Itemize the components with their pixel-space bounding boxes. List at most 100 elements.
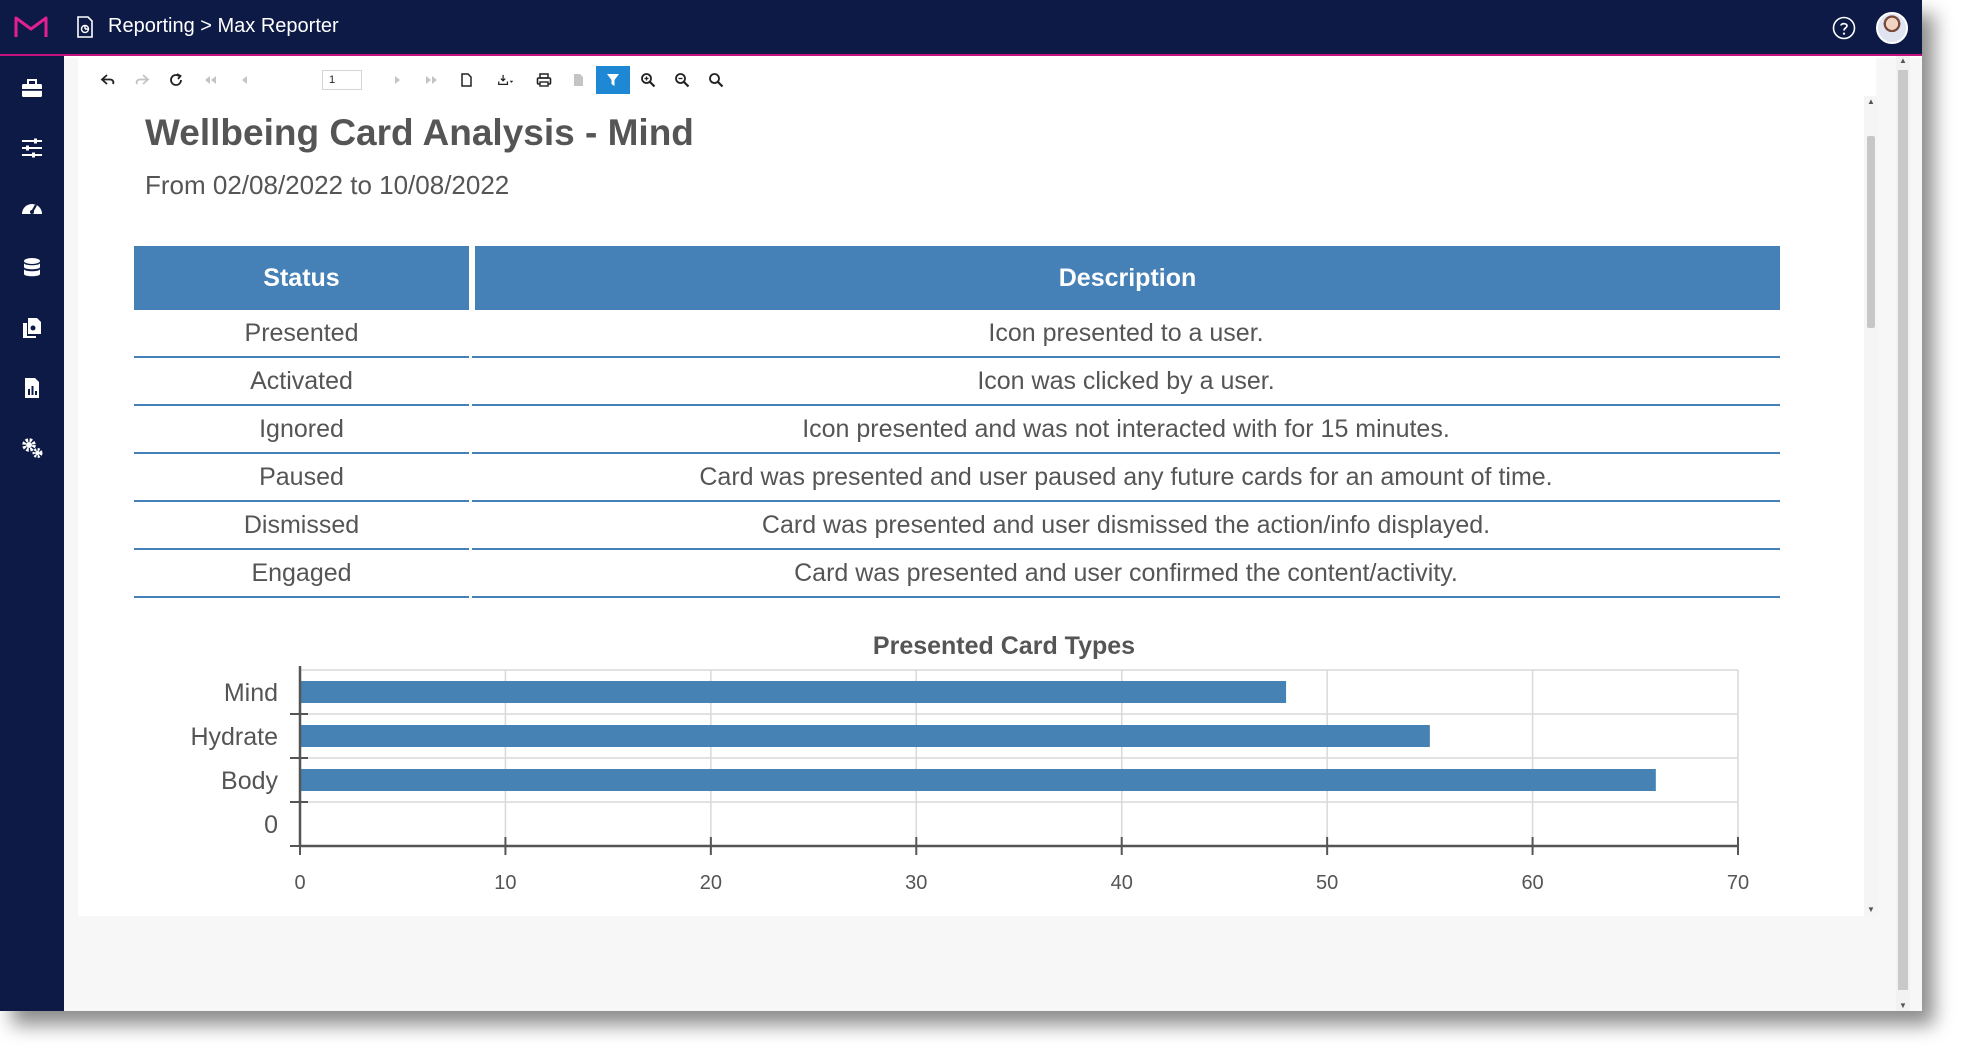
forward-button[interactable] [126,66,158,94]
export-dropdown-button[interactable] [486,66,526,94]
description-cell: Icon presented and was not interacted wi… [472,406,1780,454]
status-table: Status Description Presented Icon presen… [134,246,1780,598]
description-cell: Card was presented and user confirmed th… [472,550,1780,598]
report-scrollbar[interactable]: ▲ ▼ [1864,96,1878,916]
document-map-button[interactable] [562,66,594,94]
filter-icon [607,74,619,86]
category-label: 0 [264,811,278,839]
sidebar-item-dashboard[interactable] [0,186,64,230]
table-row: Activated Icon was clicked by a user. [134,358,1780,406]
next-page-icon [395,76,400,84]
scroll-down-arrow[interactable]: ▼ [1867,905,1875,914]
sidebar-item-database[interactable] [0,246,64,290]
top-bar: Reporting > Max Reporter [0,0,1922,56]
x-tick-label: 20 [700,872,722,894]
category-label: Mind [224,679,278,707]
first-page-icon [205,76,216,84]
description-column-header: Description [475,246,1780,310]
zoom-out-icon [675,73,690,88]
x-tick-label: 50 [1316,872,1338,894]
zoom-out-button[interactable] [666,66,698,94]
refresh-icon [170,73,182,86]
x-tick-label: 60 [1521,872,1543,894]
help-icon[interactable] [1832,16,1856,40]
chart-title: Presented Card Types [873,632,1135,660]
sidebar-item-documents[interactable] [0,306,64,350]
description-cell: Card was presented and user paused any f… [472,454,1780,502]
x-tick-label: 40 [1111,872,1133,894]
description-cell: Icon presented to a user. [472,310,1780,358]
scroll-up-arrow[interactable]: ▲ [1867,97,1875,106]
database-icon [24,258,40,277]
x-tick-label: 0 [294,872,305,894]
report-icon [25,378,39,398]
table-row: Dismissed Card was presented and user di… [134,502,1780,550]
x-tick-label: 10 [494,872,516,894]
sidebar-item-filters[interactable] [0,126,64,170]
documents-icon [23,318,41,338]
printer-icon [536,73,552,87]
status-cell: Presented [134,310,469,358]
sidebar-item-toolbox[interactable] [0,66,64,110]
page-scroll-down-arrow[interactable]: ▼ [1899,1001,1907,1010]
status-cell: Activated [134,358,469,406]
max-logo-icon[interactable] [14,15,48,39]
print-layout-button[interactable] [450,66,482,94]
report-title: Wellbeing Card Analysis - Mind [145,112,694,153]
scrollbar-thumb[interactable] [1867,136,1875,328]
content-panel: 1 [64,58,1922,1011]
report-document-icon [77,16,93,38]
user-avatar[interactable] [1876,12,1908,44]
document-map-icon [574,74,583,86]
back-arrow-icon [100,74,115,85]
status-cell: Ignored [134,406,469,454]
print-button[interactable] [528,66,560,94]
zoom-in-icon [641,73,656,88]
status-cell: Engaged [134,550,469,598]
table-row: Paused Card was presented and user pause… [134,454,1780,502]
next-page-button[interactable] [382,66,414,94]
table-row: Presented Icon presented to a user. [134,310,1780,358]
report-toolbar: 1 [92,64,992,96]
search-icon [709,73,724,88]
last-page-icon [426,76,437,84]
x-tick-label: 70 [1727,872,1749,894]
refresh-button[interactable] [160,66,192,94]
status-cell: Dismissed [134,502,469,550]
x-tick-label: 30 [905,872,927,894]
table-row: Ignored Icon presented and was not inter… [134,406,1780,454]
presented-card-types-chart: Presented Card Types Mind Hydrate Body 0 0 10 2… [190,632,1749,894]
breadcrumb: Reporting > Max Reporter [108,15,339,37]
zoom-in-button[interactable] [632,66,664,94]
description-cell: Icon was clicked by a user. [472,358,1780,406]
page-scroll-up-arrow[interactable]: ▲ [1899,56,1907,65]
previous-page-icon [242,76,247,84]
dashboard-gauge-icon [22,204,42,214]
toolbox-icon [22,79,42,97]
last-page-button[interactable] [416,66,448,94]
first-page-button[interactable] [194,66,226,94]
app-window: Reporting > Max Reporter [0,0,1922,1011]
page-scrollbar-thumb[interactable] [1898,70,1908,990]
table-row: Engaged Card was presented and user conf… [134,550,1780,598]
forward-arrow-icon [135,74,150,85]
bar-hydrate [300,725,1430,747]
category-label: Hydrate [190,723,278,751]
sidebar-item-settings[interactable] [0,426,64,470]
settings-cogs-icon [22,438,43,458]
description-cell: Card was presented and user dismissed th… [472,502,1780,550]
bar-mind [300,681,1287,703]
back-button[interactable] [92,66,124,94]
parameters-filter-button[interactable] [596,66,630,94]
page-number-input[interactable]: 1 [322,70,362,90]
bar-body [300,769,1656,791]
table-header-row: Status Description [134,246,1780,310]
report-viewer: 1 [78,58,1878,916]
page-scrollbar[interactable]: ▲ ▼ [1896,56,1910,1011]
sidebar-item-reports[interactable] [0,366,64,410]
sidebar [0,56,64,1011]
sliders-icon [22,138,42,158]
previous-page-button[interactable] [228,66,260,94]
search-button[interactable] [700,66,732,94]
category-label: Body [221,767,278,795]
